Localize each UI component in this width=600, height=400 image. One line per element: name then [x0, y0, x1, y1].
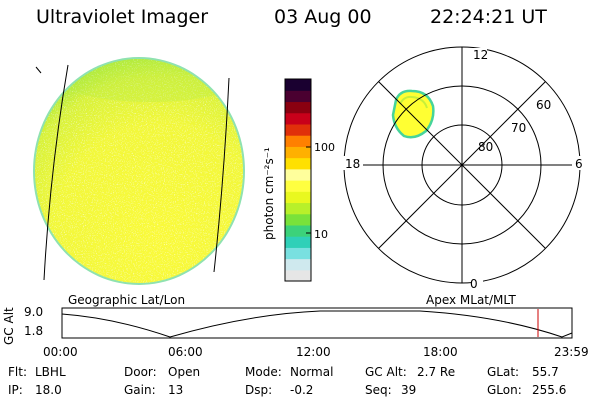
colorbar-segment — [285, 213, 311, 226]
lat-label-60: 60 — [536, 98, 551, 112]
colorbar-segment — [285, 247, 311, 260]
colorbar-segment — [285, 269, 311, 282]
colorbar-segment — [285, 191, 311, 204]
colorbar-segment — [285, 224, 311, 237]
x-tick-0600: 06:00 — [168, 345, 203, 359]
lat-label-80: 80 — [478, 140, 493, 154]
ip-label: IP: — [8, 383, 23, 397]
mode-value: Normal — [290, 365, 334, 379]
time-label: 22:24:21 UT — [430, 6, 547, 28]
colorbar-segment — [285, 258, 311, 271]
glat-value: 55.7 — [532, 365, 559, 379]
x-tick-1800: 18:00 — [423, 345, 458, 359]
color-scale-bar — [284, 78, 312, 282]
colorbar-segment — [285, 157, 311, 170]
gain-value: 13 — [168, 383, 184, 397]
altitude-curve — [61, 310, 573, 338]
glon-label: GLon: — [487, 383, 522, 397]
flt-value: LBHL — [35, 365, 66, 379]
date-label: 03 Aug 00 — [274, 6, 372, 28]
colorbar-segment — [285, 101, 311, 114]
colorbar-segment — [285, 202, 311, 215]
glat-label: GLat: — [487, 365, 520, 379]
colorbar-segment — [285, 180, 311, 192]
x-tick-2359: 23:59 — [554, 345, 589, 359]
timeline-y-min: 1.8 — [24, 324, 44, 338]
longitude-line-left — [43, 64, 69, 281]
colorbar-tick-100: 100 — [314, 141, 335, 154]
seq-label: Seq: — [365, 383, 392, 397]
mlt-label-0: 0 — [470, 277, 478, 291]
polar-caption: Apex MLat/MLT — [426, 293, 516, 307]
door-value: Open — [168, 365, 201, 379]
mode-label: Mode: — [245, 365, 282, 379]
ip-value: 18.0 — [35, 383, 62, 397]
instrument-title: Ultraviolet Imager — [36, 6, 209, 28]
x-tick-1200: 12:00 — [296, 345, 331, 359]
colorbar-segment — [285, 79, 311, 91]
colorbar-segment — [285, 236, 311, 248]
colorbar-segment — [285, 168, 311, 181]
earth-disk — [33, 57, 245, 285]
geo-caption: Geographic Lat/Lon — [68, 293, 186, 307]
timeline-y-max: 9.0 — [24, 305, 44, 319]
gcalt-label: GC Alt: — [365, 365, 407, 379]
mlt-label-6: 6 — [575, 157, 583, 171]
colorbar-frame — [284, 78, 312, 282]
colorbar-segment — [285, 112, 311, 125]
lat-label-70: 70 — [511, 121, 526, 135]
dsp-value: -0.2 — [290, 383, 314, 397]
colorbar-segment — [285, 135, 311, 147]
timeline-frame — [61, 307, 573, 339]
colorbar-tick-10: 10 — [314, 228, 328, 241]
colorbar-segment — [285, 90, 311, 103]
colorbar-segment — [285, 123, 311, 136]
dsp-label: Dsp: — [245, 383, 273, 397]
door-label: Door: — [124, 365, 157, 379]
longitude-line-right — [213, 77, 230, 273]
mlt-label-18: 18 — [345, 157, 360, 171]
seq-value: 39 — [401, 383, 417, 397]
colorbar-segment — [285, 146, 311, 159]
x-tick-0000: 00:00 — [43, 345, 78, 359]
flt-label: Flt: — [8, 365, 27, 379]
gcalt-value: 2.7 Re — [417, 365, 456, 379]
gain-label: Gain: — [124, 383, 156, 397]
glon-value: 255.6 — [532, 383, 567, 397]
limb-tick — [35, 66, 42, 74]
mlt-label-12: 12 — [473, 48, 488, 62]
